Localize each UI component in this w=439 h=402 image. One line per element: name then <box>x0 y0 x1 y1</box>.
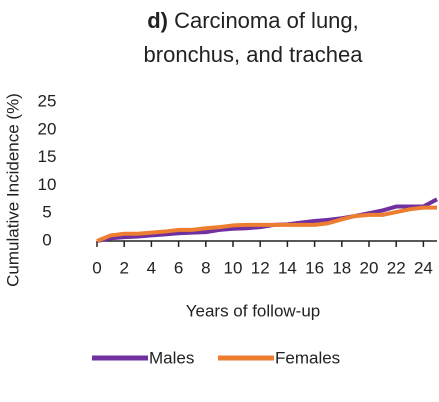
x-tick-label: 24 <box>414 258 433 277</box>
x-tick-label: 16 <box>305 258 324 277</box>
title-text: Carcinoma of lung, <box>174 8 359 33</box>
chart-title-line: d) Carcinoma of lung, <box>147 8 359 33</box>
y-tick-label: 5 <box>42 203 51 222</box>
y-tick-label: 20 <box>38 119 57 138</box>
x-tick-label: 8 <box>201 258 210 277</box>
x-tick-label: 10 <box>224 258 243 277</box>
x-tick-label: 6 <box>174 258 183 277</box>
legend-label: Females <box>275 348 340 367</box>
legend-label: Males <box>149 348 194 367</box>
y-tick-label: 25 <box>38 91 57 110</box>
y-tick-label: 0 <box>42 230 51 249</box>
x-tick-label: 4 <box>147 258 156 277</box>
chart-title-line: bronchus, and trachea <box>144 42 364 67</box>
x-tick-label: 22 <box>387 258 406 277</box>
x-tick-label: 20 <box>360 258 379 277</box>
x-tick-label: 2 <box>119 258 128 277</box>
x-tick-label: 0 <box>92 258 101 277</box>
y-tick-label: 15 <box>38 147 57 166</box>
panel-label: d) <box>147 8 168 33</box>
y-axis-title: Cumulative Incidence (%) <box>3 93 22 287</box>
x-tick-label: 14 <box>278 258 297 277</box>
series-line <box>96 205 437 243</box>
x-axis-title: Years of follow-up <box>186 301 321 320</box>
x-tick-label: 18 <box>332 258 351 277</box>
y-tick-label: 10 <box>38 175 57 194</box>
x-tick-label: 12 <box>251 258 270 277</box>
